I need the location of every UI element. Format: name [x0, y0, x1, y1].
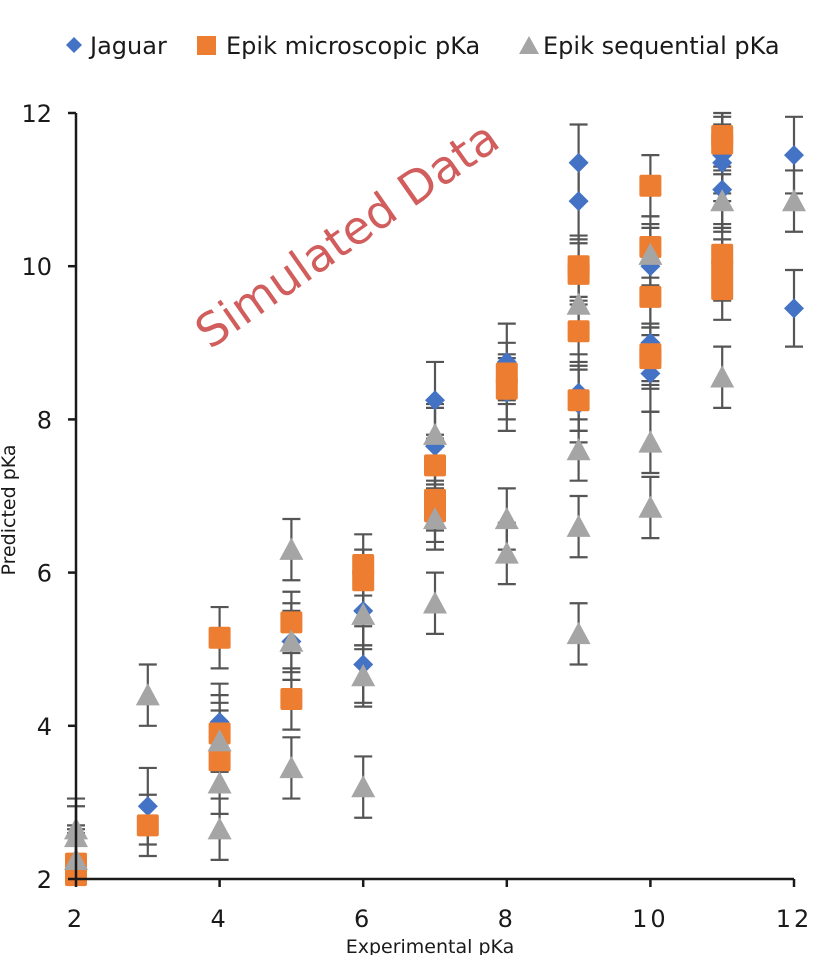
triangle-marker [279, 629, 304, 652]
triangle-marker [638, 430, 663, 453]
x-tick-label: 12 [776, 905, 813, 933]
triangle-marker [494, 506, 519, 530]
y-tick-label: 6 [37, 560, 52, 588]
triangle-marker [710, 365, 735, 388]
legend-label: Epik microscopic pKa [226, 32, 480, 60]
diamond-marker [712, 152, 733, 173]
triangle-marker [566, 438, 591, 461]
triangle-marker [638, 495, 663, 518]
y-tick-label: 4 [37, 713, 52, 741]
x-tick-label: 6 [354, 905, 372, 933]
square-marker [711, 259, 734, 282]
legend-item: Epik microscopic pKa [197, 32, 480, 60]
triangle-marker [423, 591, 447, 614]
square-marker [639, 285, 662, 308]
square-marker [208, 749, 231, 772]
legend-item: Jaguar [66, 32, 167, 60]
triangle-marker [566, 514, 591, 537]
y-tick-label: 2 [37, 866, 52, 894]
triangle-marker [566, 292, 591, 315]
watermark-text: Simulated Data [185, 110, 508, 359]
square-marker [639, 347, 662, 370]
triangle-marker [207, 729, 232, 752]
y-tick-label: 8 [37, 406, 52, 434]
x-tick-label: 4 [210, 905, 228, 933]
diamond-marker [784, 298, 804, 319]
legend-item: Epik sequential pKa [519, 32, 780, 60]
y-axis-title: Predicted pKa [0, 444, 20, 575]
x-axis-title: Experimental pKa [346, 936, 515, 955]
triangle-marker [279, 755, 304, 779]
triangle-marker [710, 189, 735, 212]
y-tick-label: 10 [21, 253, 52, 281]
triangle-marker [207, 817, 232, 840]
x-tick-label: 2 [67, 905, 85, 933]
square-marker [280, 611, 303, 634]
triangle-marker [351, 664, 376, 687]
triangle-marker [351, 602, 376, 625]
triangle-marker [638, 242, 663, 265]
square-marker [639, 174, 662, 197]
square-marker [424, 454, 446, 477]
legend-diamond-icon [66, 37, 82, 53]
diamond-marker [137, 796, 158, 817]
diamond-marker [568, 152, 589, 173]
legend-label: Epik sequential pKa [543, 32, 780, 60]
triangle-marker [207, 771, 232, 794]
diamond-marker [568, 191, 589, 212]
diamond-marker [784, 145, 804, 166]
triangle-marker [351, 775, 376, 798]
legend-label: Jaguar [88, 32, 167, 60]
x-tick-label: 10 [632, 905, 669, 933]
triangle-marker [782, 189, 806, 212]
triangle-marker [494, 541, 519, 564]
triangle-marker [566, 621, 591, 645]
y-tick-label: 12 [21, 100, 52, 128]
square-marker [567, 389, 590, 412]
watermark: Simulated Data [185, 110, 508, 359]
square-marker [208, 626, 231, 649]
square-marker [495, 377, 518, 400]
legend-square-icon [197, 36, 216, 55]
legend: Jaguar Epik microscopic pKa Epik sequentia… [66, 32, 780, 60]
square-marker [280, 687, 303, 710]
triangle-marker [135, 683, 160, 706]
square-marker [711, 132, 734, 155]
diamond-marker [425, 390, 445, 411]
triangle-marker [279, 537, 304, 560]
triangle-marker [423, 422, 447, 445]
legend-triangle-icon [519, 36, 539, 54]
triangle-marker [423, 506, 447, 530]
square-marker [567, 262, 590, 285]
data-markers [64, 124, 806, 887]
x-tick-label: 8 [498, 905, 516, 933]
square-marker [136, 814, 159, 837]
axes: 2 4 6 8 10 12 2 4 6 8 10 12 [21, 100, 813, 933]
square-marker [352, 569, 375, 592]
square-marker [567, 320, 590, 343]
square-marker [711, 278, 734, 301]
series-square [65, 124, 734, 887]
